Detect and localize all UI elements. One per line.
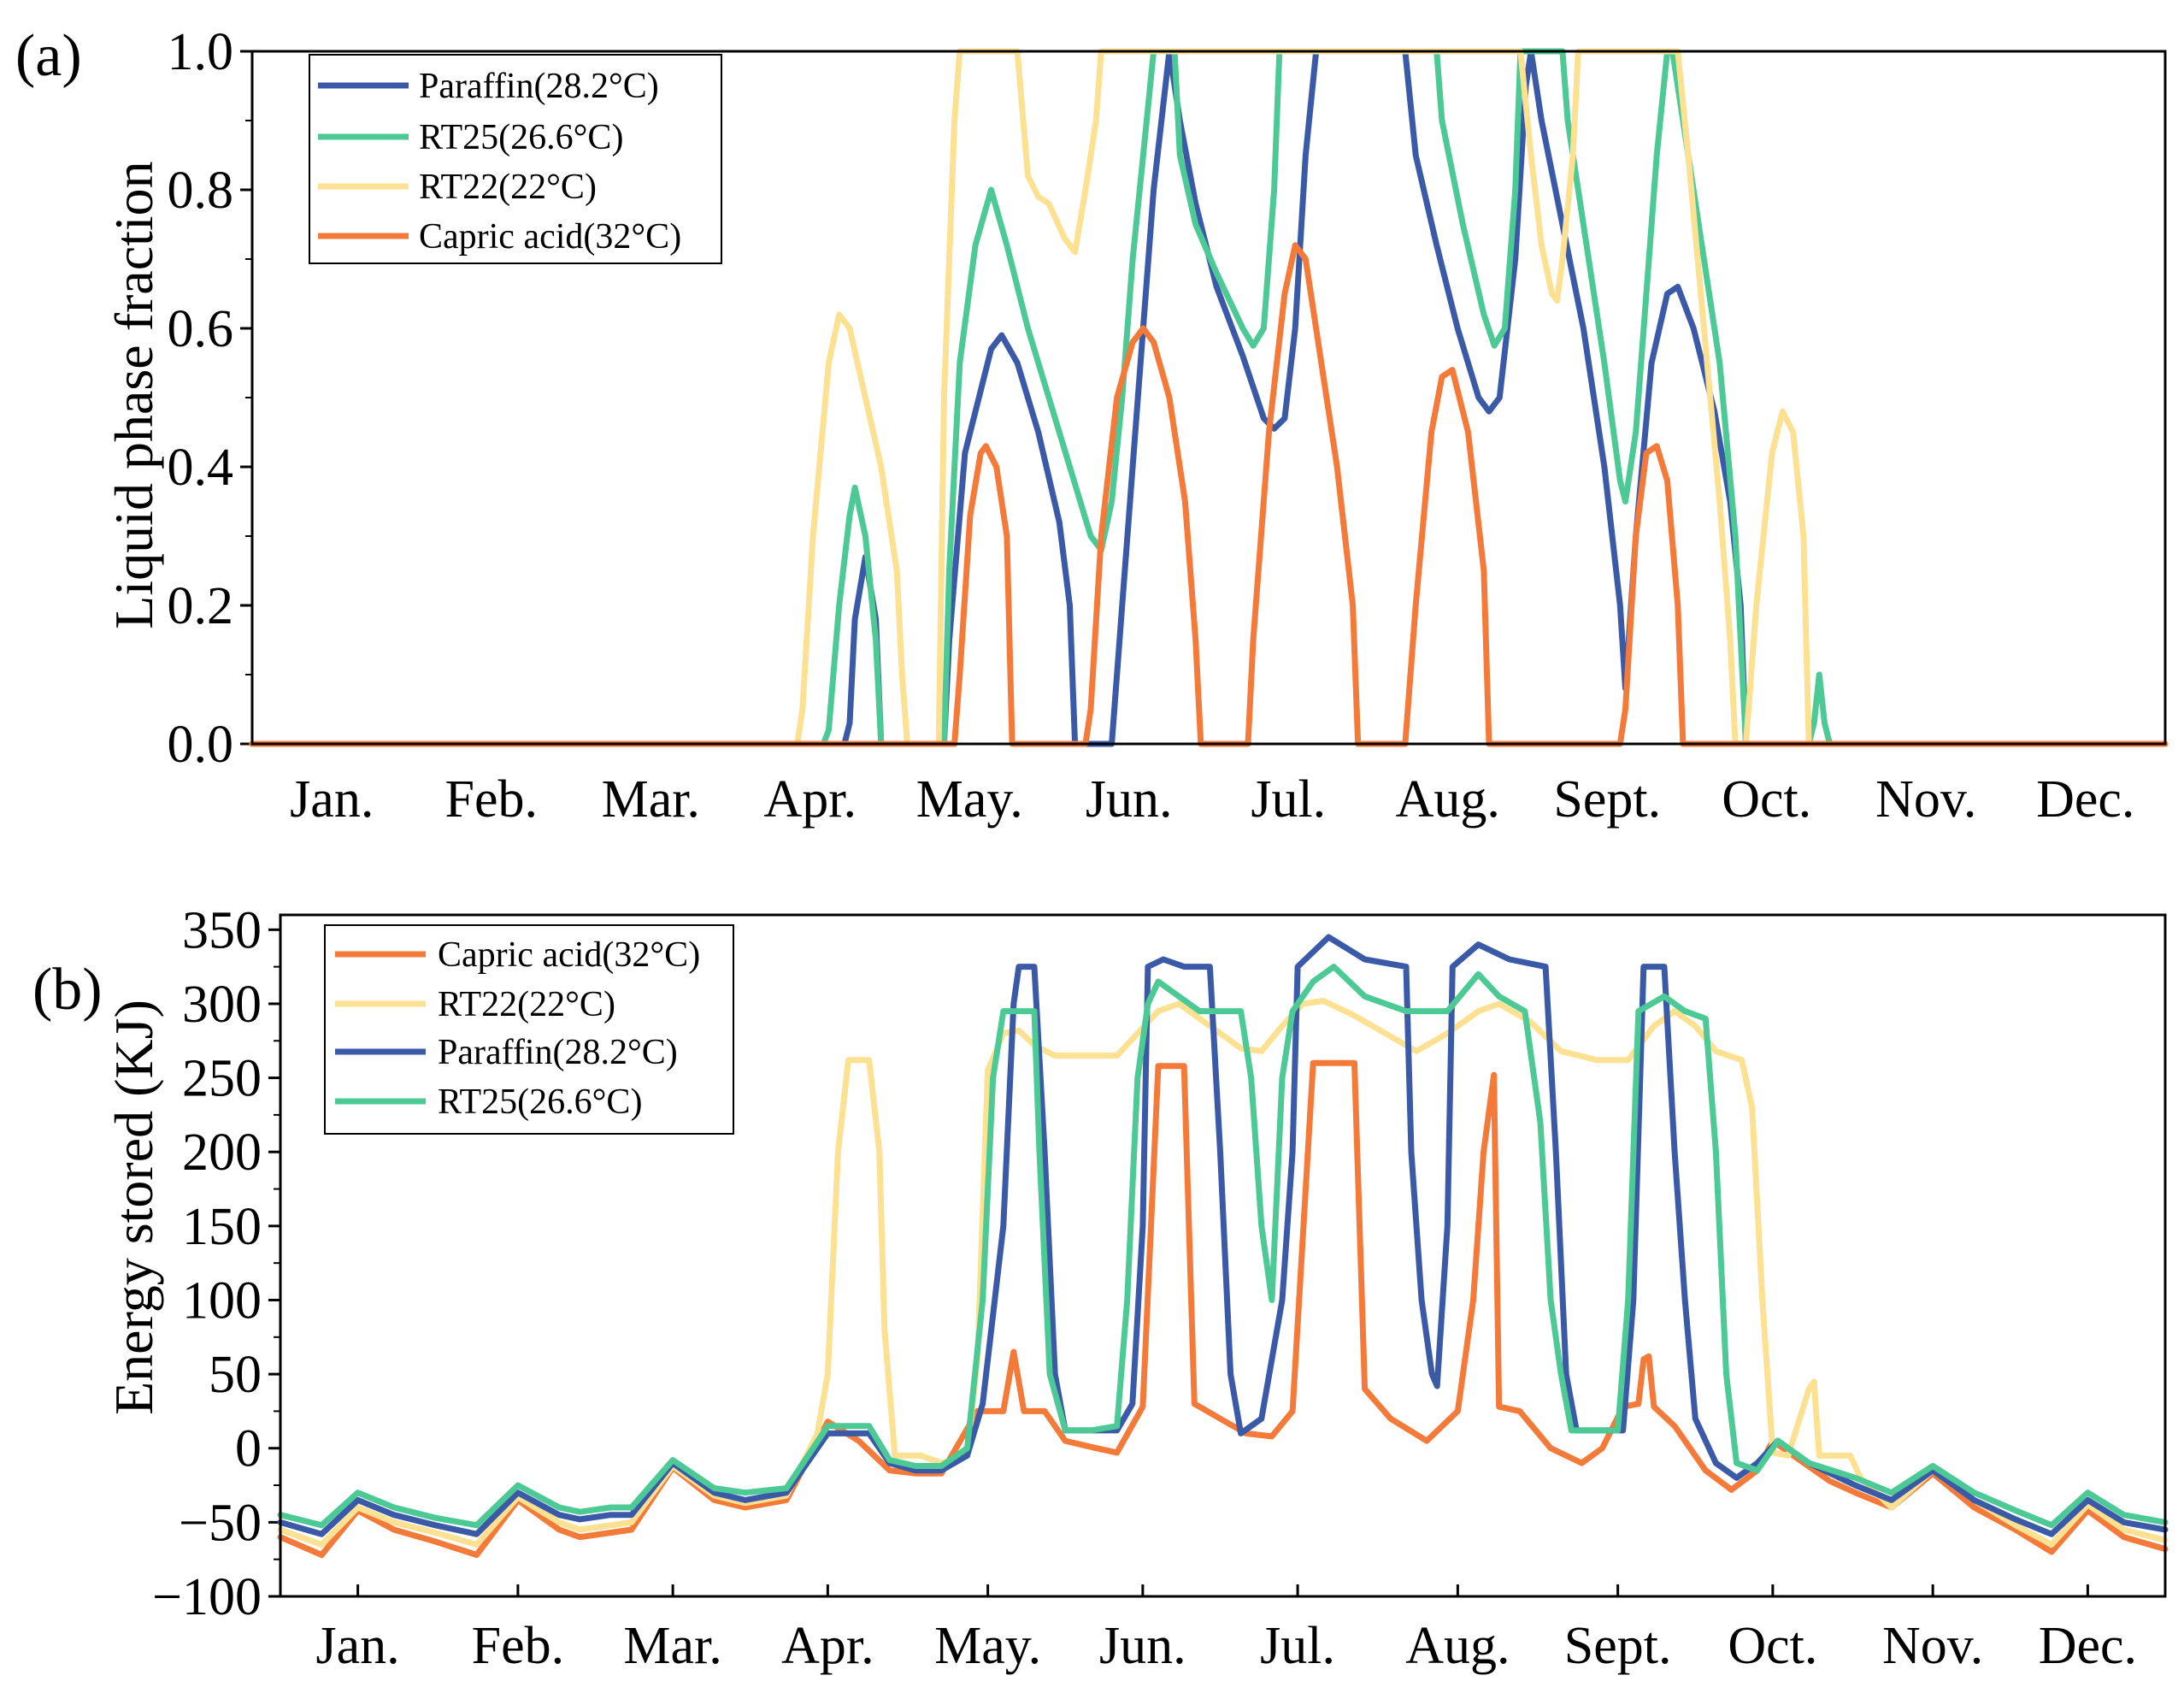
legend-a-label-capric: Capric acid(32°C)	[419, 217, 681, 257]
series-line-b-rt25	[277, 964, 2169, 1529]
month-label-b-2: Mar.	[623, 1617, 721, 1675]
y-tick-label-b-3: 50	[209, 1346, 262, 1404]
legend-b-label-rt25: RT25(26.6°C)	[438, 1082, 642, 1122]
month-label-b-7: Aug.	[1405, 1617, 1510, 1675]
panel-b-series	[277, 934, 2169, 1558]
panel-a-month-labels: Jan. Feb. Mar. Apr. May. Jun. Jul. Aug. Sept. Oct…	[290, 770, 2134, 829]
panel-b-label: (b)	[32, 957, 103, 1023]
panel-a: (a) Liquid phase fraction 0.00.20.40.60.…	[15, 23, 2169, 829]
month-label-a-1: Feb.	[445, 770, 539, 829]
legend-a-label-paraffin: Paraffin(28.2°C)	[419, 67, 659, 106]
month-label-a-8: Sept.	[1553, 770, 1661, 829]
y-tick-label-a-2: 0.4	[168, 439, 234, 497]
panel-b-legend: Capric acid(32°C) RT22(22°C) Paraffin(28…	[324, 924, 734, 1135]
panel-b-month-labels: Jan. Feb. Mar. Apr. May. Jun. Jul. Aug. Sept. Oct…	[316, 1584, 2137, 1675]
y-tick-label-a-4: 0.8	[168, 162, 234, 220]
month-label-a-0: Jan.	[290, 770, 374, 829]
y-tick-label-b-6: 200	[182, 1124, 262, 1182]
series-line-a-capric	[249, 242, 2169, 747]
month-label-b-1: Feb.	[472, 1617, 565, 1675]
month-label-b-9: Oct.	[1728, 1617, 1817, 1675]
month-label-a-7: Aug.	[1396, 770, 1500, 829]
legend-b-label-paraffin: Paraffin(28.2°C)	[438, 1033, 678, 1072]
month-label-a-3: Apr.	[764, 770, 857, 829]
y-tick-label-b-0: −100	[152, 1568, 262, 1626]
legend-a-label-rt25: RT25(26.6°C)	[419, 118, 623, 157]
month-label-a-6: Jul.	[1251, 770, 1326, 829]
y-tick-label-b-1: −50	[179, 1494, 262, 1552]
month-label-a-2: Mar.	[602, 770, 700, 829]
legend-b-label-rt22: RT22(22°C)	[438, 985, 615, 1024]
month-label-a-4: May.	[916, 770, 1023, 829]
month-label-a-10: Nov.	[1875, 770, 1976, 829]
series-line-b-capric	[277, 1059, 2169, 1558]
month-label-b-11: Dec.	[2039, 1617, 2137, 1675]
y-tick-label-a-3: 0.6	[168, 300, 234, 358]
panel-a-plot-frame	[250, 50, 2167, 746]
month-label-a-5: Jun.	[1086, 770, 1173, 829]
y-tick-label-b-8: 300	[182, 976, 262, 1034]
month-label-b-4: May.	[934, 1617, 1041, 1675]
panel-b-plot-frame	[279, 913, 2167, 1598]
month-label-b-8: Sept.	[1564, 1617, 1672, 1675]
panel-a-y-axis-title: Liquid phase fraction	[103, 161, 164, 628]
panel-a-label: (a)	[15, 23, 82, 89]
y-tick-label-b-9: 350	[182, 901, 262, 959]
y-tick-label-a-1: 0.2	[168, 577, 234, 635]
month-label-b-3: Apr.	[781, 1617, 874, 1675]
month-label-b-6: Jul.	[1260, 1617, 1335, 1675]
series-line-b-paraffin	[277, 934, 2169, 1537]
month-label-a-11: Dec.	[2036, 770, 2134, 829]
panel-a-y-ticks: 0.0 0.2 0.4 0.6 0.8 1.0	[168, 23, 252, 774]
panel-a-legend-box	[309, 54, 722, 264]
month-label-a-9: Oct.	[1722, 770, 1811, 829]
y-tick-label-a-0: 0.0	[168, 716, 234, 774]
y-tick-label-b-5: 150	[182, 1198, 262, 1256]
series-line-a-rt25	[249, 48, 2169, 747]
month-label-b-0: Jan.	[316, 1617, 400, 1675]
y-tick-label-a-5: 1.0	[168, 23, 234, 81]
panel-a-legend: Paraffin(28.2°C) RT25(26.6°C) RT22(22°C)…	[309, 54, 722, 264]
y-tick-label-b-4: 100	[182, 1271, 262, 1330]
panel-b: (b) Energy stored (KJ) −100 −50 0 50 100 150 2…	[32, 901, 2169, 1675]
legend-a-label-rt22: RT22(22°C)	[419, 168, 597, 207]
legend-b-label-capric: Capric acid(32°C)	[438, 935, 700, 975]
panel-b-y-ticks: −100 −50 0 50 100 150 200 250 300 350	[152, 901, 280, 1626]
y-tick-label-b-7: 250	[182, 1050, 262, 1108]
panel-b-y-axis-title: Energy stored (KJ)	[103, 1000, 164, 1415]
month-label-b-5: Jun.	[1099, 1617, 1186, 1675]
y-tick-label-b-2: 0	[235, 1420, 262, 1478]
month-label-b-10: Nov.	[1882, 1617, 1983, 1675]
